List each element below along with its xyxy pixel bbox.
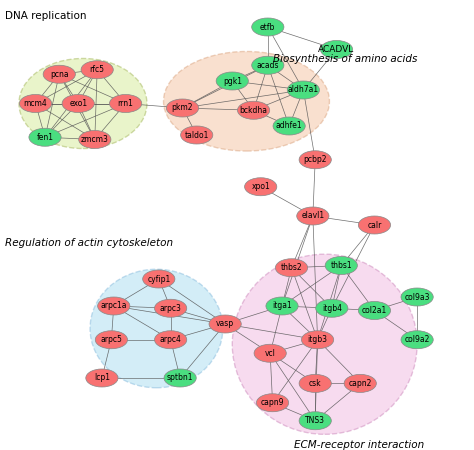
Ellipse shape bbox=[316, 299, 348, 317]
Ellipse shape bbox=[19, 94, 52, 112]
Text: col9a2: col9a2 bbox=[404, 335, 430, 344]
Text: TNS3: TNS3 bbox=[305, 416, 325, 425]
Text: arpc1a: arpc1a bbox=[100, 302, 127, 310]
Ellipse shape bbox=[301, 331, 334, 349]
Text: arpc5: arpc5 bbox=[100, 335, 122, 344]
Text: xpo1: xpo1 bbox=[251, 182, 270, 191]
Ellipse shape bbox=[245, 178, 277, 196]
Ellipse shape bbox=[209, 315, 241, 333]
Ellipse shape bbox=[401, 331, 433, 349]
Ellipse shape bbox=[181, 126, 213, 144]
Ellipse shape bbox=[109, 94, 142, 112]
Ellipse shape bbox=[344, 374, 376, 392]
Text: adhfe1: adhfe1 bbox=[276, 122, 302, 130]
Text: elavl1: elavl1 bbox=[301, 212, 324, 220]
Ellipse shape bbox=[79, 130, 111, 148]
Ellipse shape bbox=[166, 99, 199, 117]
Ellipse shape bbox=[86, 369, 118, 387]
Ellipse shape bbox=[297, 207, 329, 225]
Text: pcbp2: pcbp2 bbox=[303, 155, 327, 164]
Ellipse shape bbox=[98, 297, 130, 315]
Text: thbs2: thbs2 bbox=[281, 263, 302, 272]
Text: csk: csk bbox=[309, 379, 321, 388]
Ellipse shape bbox=[275, 259, 308, 277]
Text: Biosynthesis of amino acids: Biosynthesis of amino acids bbox=[273, 54, 417, 63]
Ellipse shape bbox=[256, 394, 289, 412]
Text: itga1: itga1 bbox=[272, 302, 292, 310]
Text: Regulation of actin cytoskeleton: Regulation of actin cytoskeleton bbox=[5, 238, 173, 248]
Ellipse shape bbox=[81, 61, 113, 79]
Ellipse shape bbox=[252, 18, 284, 36]
Ellipse shape bbox=[143, 270, 175, 288]
Text: col2a1: col2a1 bbox=[362, 306, 387, 315]
Ellipse shape bbox=[62, 94, 94, 112]
Text: arpc3: arpc3 bbox=[160, 304, 182, 313]
Ellipse shape bbox=[29, 128, 61, 146]
Ellipse shape bbox=[216, 72, 248, 90]
Text: taldo1: taldo1 bbox=[184, 130, 209, 140]
Text: col9a3: col9a3 bbox=[404, 292, 430, 302]
Ellipse shape bbox=[19, 58, 147, 148]
Text: DNA replication: DNA replication bbox=[5, 11, 86, 21]
Text: vcl: vcl bbox=[265, 349, 275, 358]
Ellipse shape bbox=[155, 299, 187, 317]
Ellipse shape bbox=[287, 81, 319, 99]
Text: zmcm3: zmcm3 bbox=[81, 135, 109, 144]
Text: sptbn1: sptbn1 bbox=[167, 374, 193, 382]
Ellipse shape bbox=[232, 254, 417, 434]
Ellipse shape bbox=[273, 117, 305, 135]
Ellipse shape bbox=[252, 56, 284, 74]
Text: rrn1: rrn1 bbox=[118, 99, 134, 108]
Text: vasp: vasp bbox=[216, 320, 234, 328]
Text: pkm2: pkm2 bbox=[172, 104, 193, 112]
Ellipse shape bbox=[358, 216, 391, 234]
Text: itgb3: itgb3 bbox=[308, 335, 328, 344]
Ellipse shape bbox=[358, 302, 391, 319]
Ellipse shape bbox=[90, 269, 223, 388]
Ellipse shape bbox=[164, 51, 329, 151]
Ellipse shape bbox=[320, 40, 353, 58]
Ellipse shape bbox=[299, 412, 331, 430]
Text: exo1: exo1 bbox=[69, 99, 87, 108]
Ellipse shape bbox=[95, 331, 128, 349]
Ellipse shape bbox=[299, 151, 331, 169]
Text: rfc5: rfc5 bbox=[90, 65, 105, 74]
Ellipse shape bbox=[237, 101, 270, 119]
Ellipse shape bbox=[401, 288, 433, 306]
Text: ECM-receptor interaction: ECM-receptor interaction bbox=[294, 441, 424, 450]
Text: bckdha: bckdha bbox=[239, 106, 268, 115]
Text: capn9: capn9 bbox=[261, 398, 284, 407]
Text: acads: acads bbox=[256, 61, 279, 70]
Text: etfb: etfb bbox=[260, 22, 275, 32]
Text: cyfip1: cyfip1 bbox=[147, 274, 171, 284]
Text: mcm4: mcm4 bbox=[24, 99, 47, 108]
Text: lcp1: lcp1 bbox=[94, 374, 110, 382]
Text: thbs1: thbs1 bbox=[330, 261, 352, 270]
Text: itgb4: itgb4 bbox=[322, 304, 342, 313]
Text: calr: calr bbox=[367, 220, 382, 230]
Ellipse shape bbox=[266, 297, 298, 315]
Ellipse shape bbox=[254, 344, 286, 362]
Ellipse shape bbox=[325, 256, 357, 274]
Text: pgk1: pgk1 bbox=[223, 76, 242, 86]
Ellipse shape bbox=[43, 65, 75, 83]
Text: arpc4: arpc4 bbox=[160, 335, 182, 344]
Ellipse shape bbox=[164, 369, 196, 387]
Text: fen1: fen1 bbox=[36, 133, 54, 142]
Text: aldh7a1: aldh7a1 bbox=[288, 86, 319, 94]
Text: ACADVL: ACADVL bbox=[319, 45, 355, 54]
Text: capn2: capn2 bbox=[348, 379, 372, 388]
Ellipse shape bbox=[155, 331, 187, 349]
Text: pcna: pcna bbox=[50, 70, 69, 79]
Ellipse shape bbox=[299, 374, 331, 392]
